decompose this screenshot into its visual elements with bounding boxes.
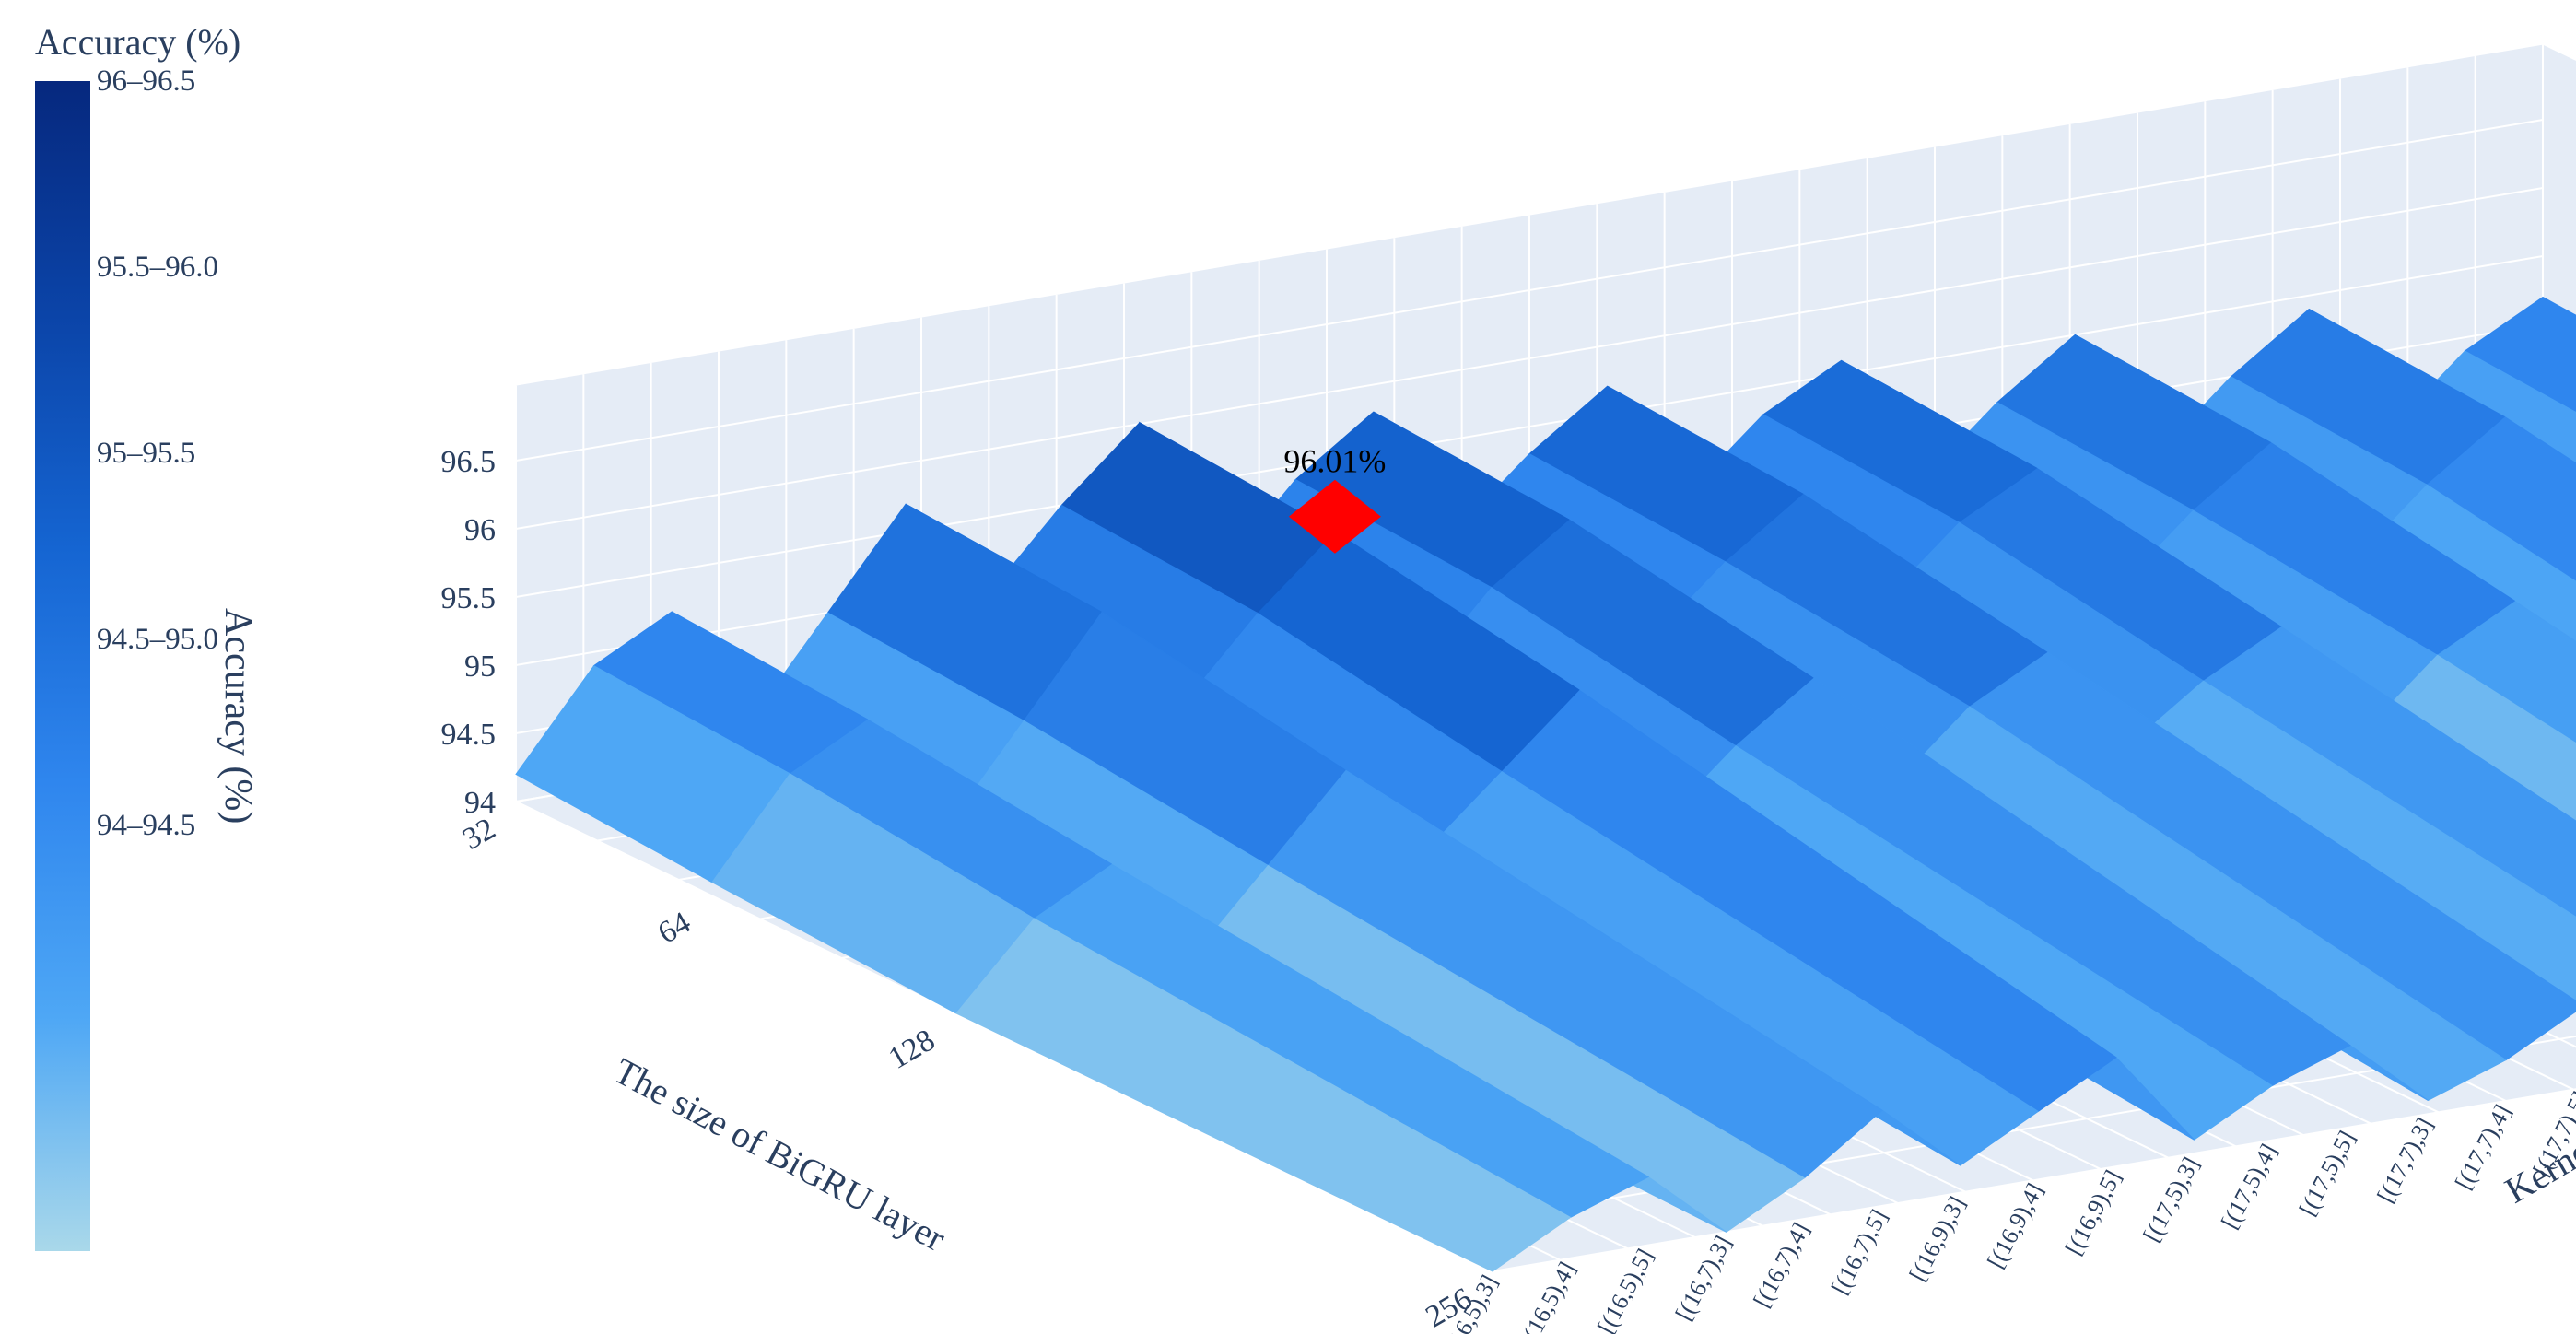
z-tick-label: 96.5 (441, 445, 497, 479)
max-point-label: 96.01% (1283, 443, 1386, 480)
colorbar-label: 94–94.5 (97, 809, 196, 842)
colorbar-label: 95.5–96.0 (97, 251, 218, 284)
y-tick-label: [(16,9),3] (1904, 1192, 1971, 1286)
y-tick-label: [(17,5),5] (2294, 1127, 2360, 1221)
y-tick-label: [(16,5),5] (1592, 1245, 1658, 1334)
y-tick-label: [(16,9),5] (2060, 1165, 2126, 1259)
max-marker-group: 96.01% (1283, 443, 1386, 554)
colorbar-title: Accuracy (%) (35, 21, 241, 63)
y-tick-label: [(16,7),3] (1670, 1232, 1737, 1326)
z-tick-label: 96 (464, 513, 496, 547)
grid-line (515, 255, 2544, 598)
surface-mesh (515, 296, 2576, 1272)
z-tick-label: 95 (464, 649, 496, 684)
y-tick-label: [(16,9),4] (1982, 1179, 2048, 1273)
x-tick-label: 64 (652, 906, 697, 951)
colorbar (35, 81, 90, 1251)
y-tick-label: [(16,7),4] (1748, 1218, 1814, 1312)
z-tick-label: 94 (464, 786, 496, 820)
surface-patch (2464, 296, 2576, 414)
max-point-marker (1288, 479, 1381, 554)
colorbar-label: 94.5–95.0 (97, 623, 218, 656)
surface-patch (515, 664, 790, 883)
x-tick-label: 128 (883, 1023, 941, 1076)
y-tick-label: [(17,5),3] (2137, 1153, 2204, 1246)
y-tick-label: [(17,5),4] (2216, 1140, 2282, 1234)
grid-line (1492, 1088, 2576, 1272)
y-tick-label: [(17,7),3] (2371, 1113, 2438, 1207)
z-tick-label: 95.5 (441, 581, 497, 615)
z-tick-label: 94.5 (441, 718, 497, 752)
y-tick-label: [(16,7),5] (1826, 1205, 1892, 1299)
x-axis-title: The size of BiGRU layer (607, 1049, 952, 1258)
y-tick-label: [(16,5),4] (1515, 1258, 1581, 1334)
colorbar-label: 95–95.5 (97, 437, 196, 470)
colorbar-label: 96–96.5 (97, 64, 196, 98)
z-axis-title: Accuracy (%) (217, 608, 259, 825)
grid-line (515, 119, 2544, 462)
grid-line (515, 187, 2544, 530)
